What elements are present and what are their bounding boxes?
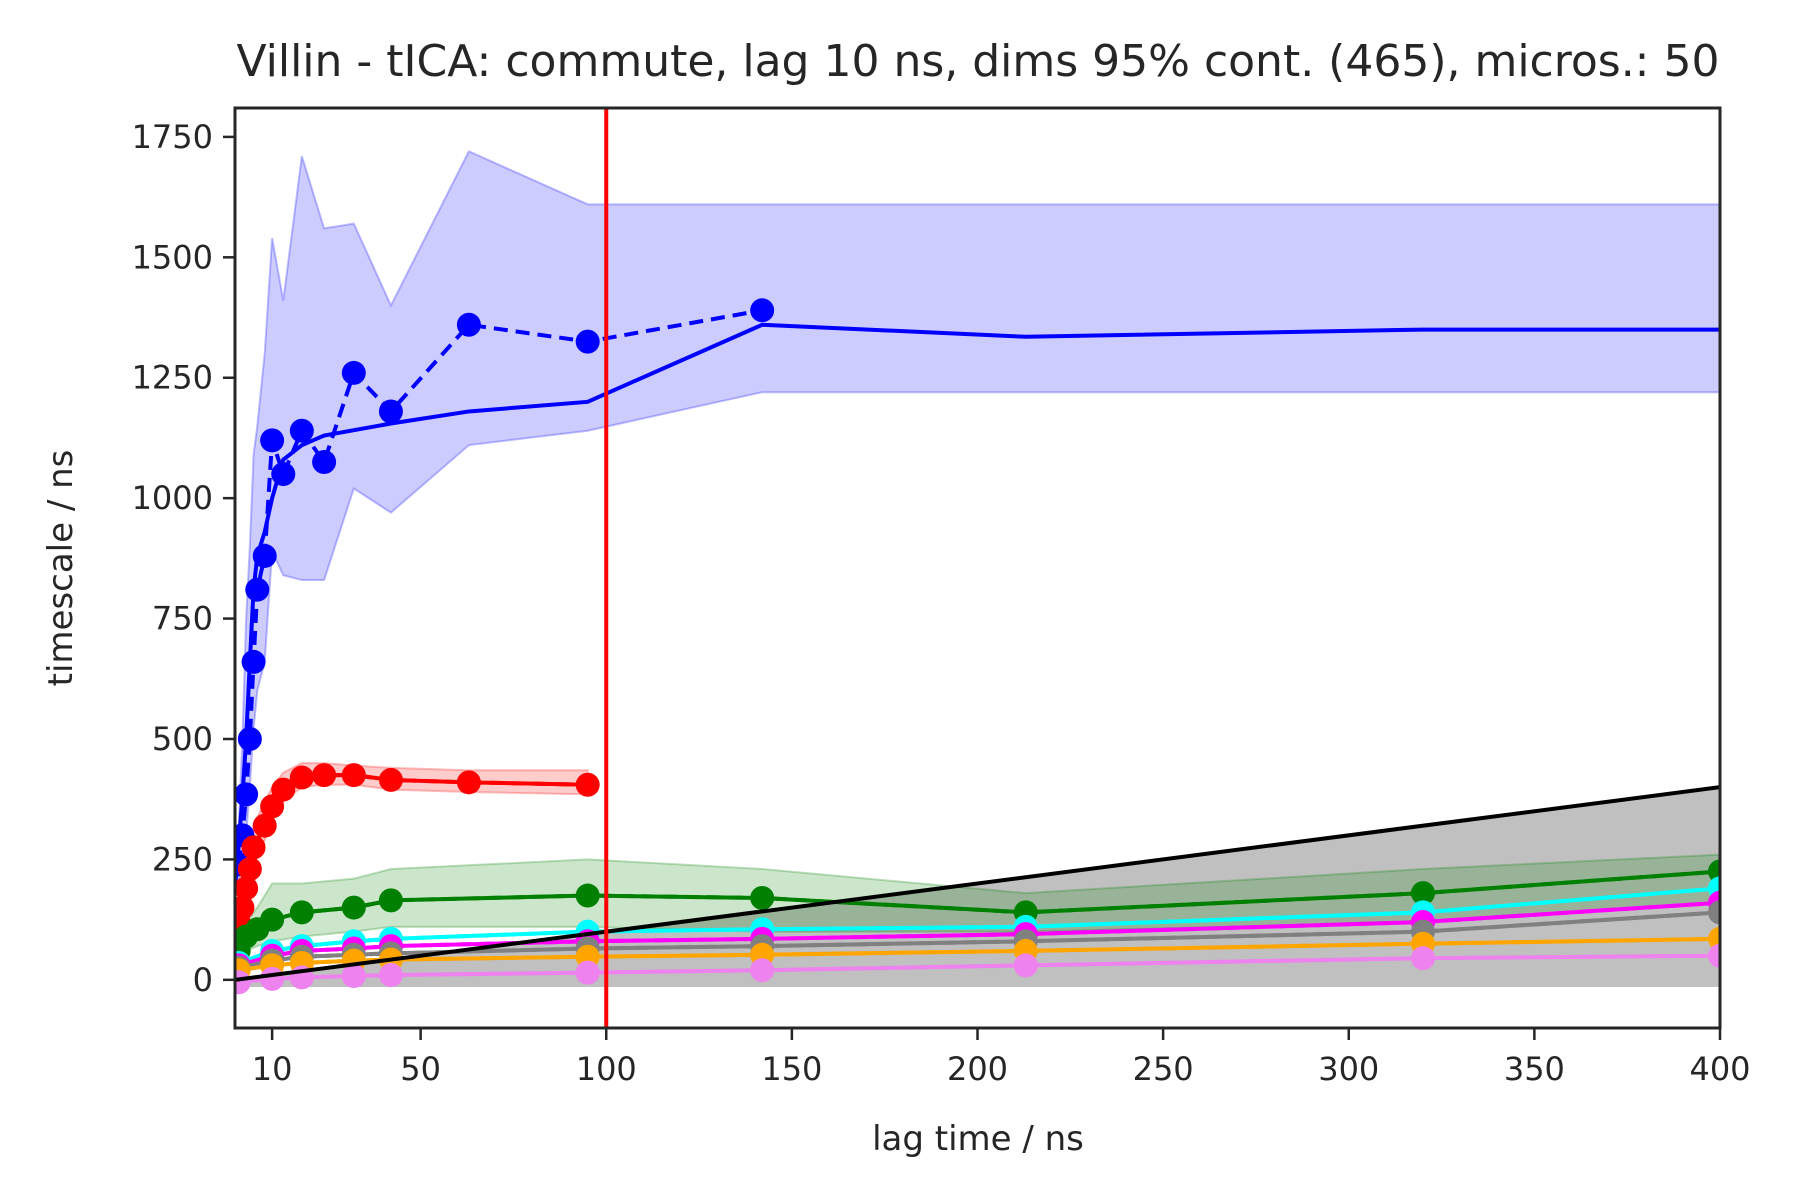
series-3-line	[238, 886, 1720, 965]
x-tick-label-0: 10	[252, 1050, 293, 1088]
series-5-line	[238, 910, 1720, 970]
x-tick-label-8: 400	[1689, 1050, 1750, 1088]
x-tick-label-3: 150	[761, 1050, 822, 1088]
series-0-point-3	[237, 726, 262, 751]
x-tick-label-4: 200	[947, 1050, 1008, 1088]
series-1-point-4	[241, 835, 266, 860]
series-7-point-5	[575, 960, 600, 985]
series-2-point-3	[260, 907, 285, 932]
series-1-point-1	[235, 895, 255, 920]
y-tick-label-6: 1500	[132, 238, 213, 276]
series-7-point-1	[260, 966, 285, 991]
series-1-point-13	[575, 772, 600, 797]
series-7-point-0	[235, 970, 251, 995]
series-7-point-4	[378, 963, 403, 988]
x-axis-label: lag time / ns	[872, 1119, 1084, 1159]
diagonal-line	[235, 785, 1720, 982]
series-1-point-2	[235, 876, 259, 901]
series-1-point-5	[252, 813, 277, 838]
x-tick-label-5: 250	[1133, 1050, 1194, 1088]
y-axis: 0 250 500 750 1000 1250 1500 1750	[132, 118, 235, 999]
series-7-point-8	[1411, 946, 1435, 971]
series-7-point-9	[1708, 943, 1720, 968]
series-1-point-11	[378, 767, 403, 792]
series-1-point-8	[289, 765, 314, 790]
series-0-band	[237, 150, 1720, 923]
series-1-point-3	[237, 857, 262, 882]
series-0-point-2	[235, 782, 259, 807]
y-axis-label: timescale / ns	[41, 450, 81, 687]
series-1-point-9	[312, 763, 337, 788]
series-0-point-7	[260, 428, 285, 453]
series-2-point-4	[289, 900, 314, 925]
y-tick-label-1: 250	[152, 840, 213, 878]
series-2-point-5	[341, 895, 366, 920]
series-6-line	[238, 936, 1720, 973]
y-tick-label-0: 0	[193, 961, 213, 999]
y-tick-label-3: 750	[152, 600, 213, 638]
x-tick-label-7: 350	[1504, 1050, 1565, 1088]
series-0-point-11	[341, 360, 366, 385]
series-0-point-13	[456, 312, 481, 337]
series-0-point-14	[575, 329, 600, 354]
series-0-dashed-line	[236, 308, 763, 865]
series-0-point-4	[241, 649, 266, 674]
x-tick-label-1: 50	[400, 1050, 441, 1088]
series-7-point-6	[750, 958, 775, 983]
x-axis: 10 50 100 150 200 250 300 350 400	[252, 1028, 1751, 1088]
series-1-point-12	[456, 770, 481, 795]
y-tick-label-2: 500	[152, 720, 213, 758]
plot-area	[235, 108, 1720, 1028]
series-2-point-6	[378, 888, 403, 913]
series-2-point-10	[1411, 881, 1435, 906]
series-1-point-6	[260, 794, 285, 819]
y-tick-label-7: 1750	[132, 118, 213, 156]
series-7-point-7	[1013, 953, 1038, 978]
x-tick-label-6: 300	[1318, 1050, 1379, 1088]
series-4-line	[238, 900, 1720, 968]
series-5-point-9	[1708, 900, 1720, 925]
series-7-point-3	[341, 963, 366, 988]
series-1-point-7	[271, 777, 296, 802]
series-0-point-15	[750, 298, 775, 323]
series-0-point-9	[289, 418, 314, 443]
x-tick-label-2: 100	[576, 1050, 637, 1088]
series-2-point-8	[750, 885, 775, 910]
y-tick-label-4: 1000	[132, 479, 213, 517]
series-0-point-8	[271, 462, 296, 487]
series-0-point-5	[245, 577, 270, 602]
series-2-point-7	[575, 883, 600, 908]
series-0-point-12	[378, 399, 403, 424]
y-tick-label-5: 1250	[132, 359, 213, 397]
series-0-point-10	[312, 450, 337, 475]
chart-title: Villin - tICA: commute, lag 10 ns, dims …	[237, 36, 1720, 87]
series-0-point-6	[252, 543, 277, 568]
series-1-point-10	[341, 763, 366, 788]
series-7-line	[238, 953, 1720, 985]
